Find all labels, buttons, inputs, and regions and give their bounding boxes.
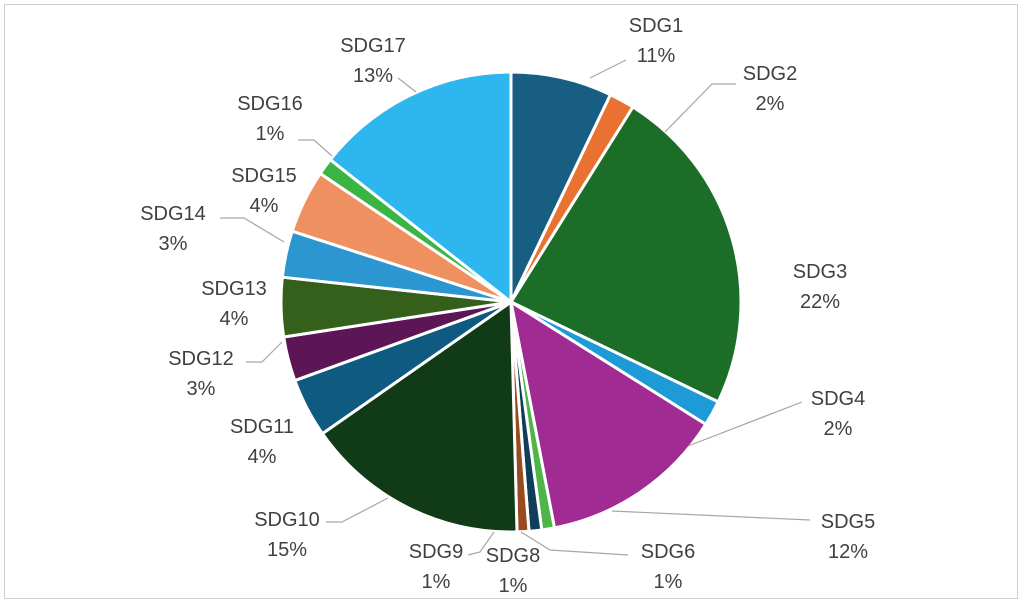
slice-percent-sdg10: 15% bbox=[267, 539, 307, 561]
slice-percent-sdg6: 1% bbox=[654, 571, 683, 593]
leader-line-sdg9 bbox=[467, 531, 495, 556]
slice-percent-sdg17: 13% bbox=[353, 65, 393, 87]
slice-label-sdg2: SDG2 bbox=[743, 63, 797, 85]
slice-percent-sdg5: 12% bbox=[828, 541, 868, 563]
slice-percent-sdg4: 2% bbox=[824, 418, 853, 440]
slice-percent-sdg11: 4% bbox=[248, 446, 277, 468]
leader-line-sdg4 bbox=[687, 401, 803, 447]
slice-percent-sdg9: 1% bbox=[422, 571, 451, 593]
slice-percent-sdg14: 3% bbox=[159, 233, 188, 255]
leader-line-sdg6 bbox=[520, 531, 629, 556]
leader-line-sdg12 bbox=[246, 341, 283, 363]
slice-label-sdg9: SDG9 bbox=[409, 541, 463, 563]
leader-lines bbox=[220, 59, 811, 556]
slice-label-sdg5: SDG5 bbox=[821, 511, 875, 533]
slice-label-sdg8: SDG8 bbox=[486, 545, 540, 567]
slice-label-sdg17: SDG17 bbox=[340, 35, 406, 57]
pie-slices bbox=[279, 70, 743, 534]
slice-label-sdg15: SDG15 bbox=[231, 165, 297, 187]
slice-percent-sdg1: 11% bbox=[637, 45, 676, 67]
slice-label-sdg4: SDG4 bbox=[811, 388, 865, 410]
slice-label-sdg14: SDG14 bbox=[140, 203, 206, 225]
pie-slice-sdg17 bbox=[328, 70, 513, 304]
leader-line-sdg14 bbox=[220, 217, 285, 243]
leader-line-sdg5 bbox=[611, 510, 811, 521]
slice-percent-sdg2: 2% bbox=[756, 93, 785, 115]
leader-line-sdg16 bbox=[298, 139, 333, 157]
leader-line-sdg2 bbox=[664, 83, 736, 133]
slice-label-sdg3: SDG3 bbox=[793, 261, 847, 283]
slice-label-sdg12: SDG12 bbox=[168, 348, 234, 370]
pie-slice-sdg10 bbox=[320, 300, 519, 534]
leader-line-sdg10 bbox=[326, 497, 389, 523]
slice-percent-sdg12: 3% bbox=[187, 378, 216, 400]
slice-label-sdg13: SDG13 bbox=[201, 278, 267, 300]
slice-label-sdg1: SDG1 bbox=[629, 15, 683, 37]
slice-label-sdg16: SDG16 bbox=[237, 93, 303, 115]
slice-percent-sdg16: 1% bbox=[256, 123, 285, 145]
slice-percent-sdg3: 22% bbox=[800, 291, 840, 313]
slice-percent-sdg15: 4% bbox=[250, 195, 279, 217]
slice-label-sdg6: SDG6 bbox=[641, 541, 695, 563]
slice-percent-sdg13: 4% bbox=[220, 308, 249, 330]
slice-label-sdg11: SDG11 bbox=[230, 416, 294, 438]
data-labels: SDG111%SDG22%SDG322%SDG42%SDG512%SDG61%S… bbox=[140, 15, 875, 597]
pie-slice-sdg1 bbox=[509, 70, 612, 304]
slice-label-sdg10: SDG10 bbox=[254, 509, 320, 531]
leader-line-sdg17 bbox=[397, 77, 417, 93]
pie-slice-sdg5 bbox=[509, 300, 708, 530]
slice-percent-sdg8: 1% bbox=[499, 575, 528, 597]
leader-line-sdg1 bbox=[589, 59, 627, 79]
